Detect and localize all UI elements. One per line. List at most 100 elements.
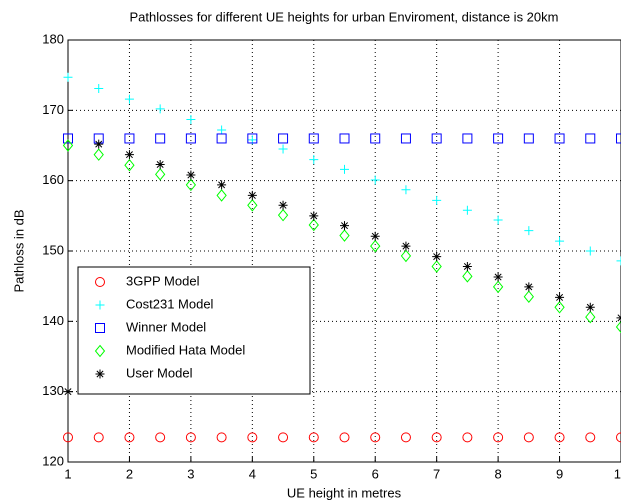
data-point	[308, 218, 319, 232]
legend-marker	[95, 277, 105, 287]
legend-marker	[95, 369, 105, 379]
chart-title: Pathlosses for different UE heights for …	[130, 9, 559, 24]
legend-box	[77, 266, 311, 395]
data-point	[585, 246, 595, 256]
data-point	[309, 155, 319, 165]
data-point	[493, 432, 504, 443]
data-point	[462, 133, 473, 144]
data-point	[585, 432, 596, 443]
data-point	[63, 387, 73, 397]
data-point	[400, 432, 411, 443]
legend-marker	[95, 323, 105, 333]
data-point	[185, 133, 196, 144]
data-point	[554, 300, 565, 314]
data-point	[370, 239, 381, 253]
legend-label: Winner Model	[126, 319, 206, 334]
data-point	[585, 133, 596, 144]
legend-label: 3GPP Model	[126, 273, 200, 288]
data-point	[217, 180, 227, 190]
data-point	[278, 200, 288, 210]
data-point	[493, 133, 504, 144]
y-tick-label: 120	[42, 453, 64, 468]
data-point	[93, 148, 104, 161]
data-point	[370, 432, 381, 443]
x-tick-label: 10	[614, 466, 621, 481]
data-point	[124, 94, 134, 104]
data-point	[247, 432, 258, 443]
data-point	[124, 150, 134, 160]
data-point	[217, 125, 227, 135]
y-tick-label: 160	[42, 172, 64, 187]
data-point	[492, 280, 504, 294]
data-point	[247, 190, 257, 200]
data-point	[308, 133, 319, 144]
data-point	[462, 205, 472, 215]
data-point	[63, 432, 73, 443]
data-point	[462, 432, 473, 443]
data-point	[400, 249, 412, 263]
y-tick-label: 180	[42, 31, 64, 46]
data-point	[155, 159, 165, 169]
data-point	[155, 432, 166, 443]
data-point	[585, 302, 595, 312]
data-point	[432, 252, 442, 262]
data-point	[63, 72, 73, 82]
y-axis-label: Pathloss in dB	[11, 209, 26, 292]
x-tick-label: 6	[372, 466, 379, 481]
legend-label: Cost231 Model	[126, 296, 214, 311]
data-point	[339, 432, 350, 443]
data-point	[493, 272, 503, 282]
data-point	[401, 241, 411, 251]
data-point	[278, 144, 288, 154]
data-point	[555, 236, 565, 246]
data-point	[370, 133, 381, 144]
y-tick-label: 140	[42, 313, 64, 328]
data-point	[340, 221, 349, 231]
data-point	[277, 208, 289, 222]
data-point	[615, 320, 621, 334]
data-point	[432, 195, 442, 205]
data-point	[185, 432, 196, 443]
data-point	[247, 198, 258, 212]
legend-label: User Model	[126, 365, 193, 380]
x-tick-label: 1	[64, 466, 71, 481]
data-point	[216, 189, 227, 202]
data-point	[523, 290, 534, 304]
legend-label: Modified Hata Model	[126, 342, 245, 357]
x-tick-label: 7	[433, 466, 440, 481]
data-point	[216, 432, 227, 443]
data-point	[94, 139, 104, 149]
data-point	[309, 211, 319, 221]
data-point	[523, 432, 534, 443]
x-axis-label: UE height in metres	[287, 485, 402, 500]
data-point	[370, 231, 380, 241]
data-point	[370, 175, 380, 185]
data-point	[155, 133, 166, 144]
data-point	[63, 133, 73, 144]
data-point	[155, 104, 165, 114]
legend-marker	[94, 344, 106, 358]
data-point	[554, 432, 565, 443]
data-point	[616, 432, 621, 443]
y-tick-label: 150	[42, 242, 64, 257]
data-point	[124, 133, 135, 144]
data-point	[340, 164, 349, 174]
data-point	[462, 270, 473, 283]
data-point	[124, 158, 135, 172]
x-tick-label: 4	[249, 466, 256, 481]
data-point	[339, 133, 350, 144]
data-point	[124, 432, 135, 443]
data-point	[431, 260, 442, 273]
axes-box	[67, 39, 621, 463]
data-point	[216, 133, 227, 144]
x-tick-label: 3	[187, 466, 194, 481]
data-point	[155, 168, 166, 181]
data-point	[308, 432, 319, 443]
data-point	[585, 310, 596, 324]
data-point	[278, 432, 289, 443]
data-point	[401, 185, 411, 195]
data-point	[524, 226, 534, 236]
data-point	[186, 114, 196, 124]
x-tick-label: 8	[494, 466, 501, 481]
